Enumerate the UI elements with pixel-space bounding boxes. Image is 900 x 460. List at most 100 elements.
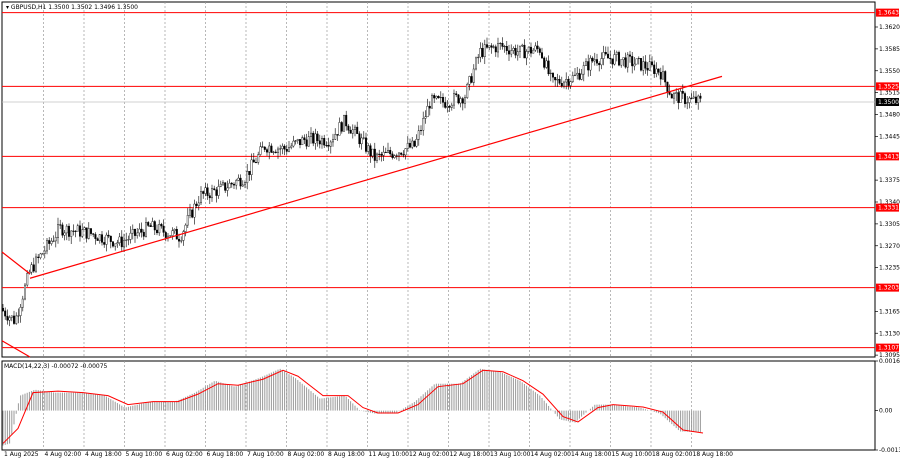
candle-body [288,147,291,152]
candle-body [63,232,66,236]
candle-body [175,228,178,240]
macd-header: MACD(14,22,3) -0.00072 -0.00075 [4,363,108,370]
candle-body [228,182,231,189]
candle-body [497,43,500,53]
candle-body [699,95,702,99]
candle-body [629,54,632,57]
candle-body [4,310,7,317]
candle-body [538,48,541,53]
candle-body [651,61,654,66]
candle-body [67,225,70,237]
candle-body [574,74,577,76]
candle-body [395,155,398,157]
main-panel-frame [1,1,876,358]
candle-body [633,63,636,67]
x-tick-label: 18 Aug 02:00 [652,451,693,458]
candle-body [325,144,328,146]
candle-body [290,145,293,148]
candle-body [607,53,610,59]
candle-body [281,145,284,149]
candle-body [380,153,383,156]
candle-body [263,146,266,150]
candle-body [626,54,629,68]
candle-body [61,224,64,236]
candle-body [118,236,121,243]
candle-body [285,149,288,152]
candle-body [32,264,35,272]
candle-body [210,188,213,199]
candle-body [2,308,5,312]
candle-body [169,235,172,237]
candle-body [653,64,656,74]
candle-body [519,45,522,52]
candle-body [404,148,407,156]
y-tick-label: 1.3340 [879,199,900,206]
candle-body [439,97,442,99]
candle-body [472,68,475,83]
x-tick-label: 14 Aug 18:00 [571,451,612,458]
candle-body [221,182,224,185]
trend-line [1,251,31,275]
candle-body [184,224,187,232]
y-tick-label: 1.3235 [879,265,900,272]
candle-body [398,152,401,157]
candle-body [144,222,147,237]
candle-body [657,68,660,73]
candle-body [642,61,645,71]
candle-body [334,134,337,140]
x-tick-label: 4 Aug 18:00 [85,451,122,458]
macd-signal-line [2,369,704,444]
macd-y-tick-label: -0.00132 [879,447,900,454]
candle-body [477,56,480,59]
candle-body [554,77,557,81]
candle-body [604,52,607,55]
x-tick-label: 11 Aug 10:00 [369,451,410,458]
candle-body [177,238,180,242]
candle-body [417,130,420,140]
candle-body [552,72,555,78]
candle-body [230,182,233,185]
candle-body [195,203,198,206]
candle-body [155,229,158,234]
x-tick-label: 18 Aug 18:00 [693,451,734,458]
y-tick-label: 1.3480 [879,112,900,119]
candle-body [239,177,242,187]
candle-body [6,315,9,321]
candle-body [530,46,533,54]
candle-body [343,114,346,132]
y-tick-label: 1.3620 [879,24,900,31]
y-tick-label: 1.3375 [879,177,900,184]
macd-y-tick-label: 0.00 [879,408,893,415]
level-label: 1.3203 [878,285,899,292]
candle-body [591,57,594,62]
candle-body [30,264,33,273]
candle-body [268,145,271,153]
candle-body [336,134,339,136]
candle-body [202,191,205,194]
candle-body [589,57,592,71]
candle-body [208,195,211,199]
candle-body [105,234,108,245]
candle-body [48,240,51,244]
candle-body [490,45,493,48]
candle-body [637,57,640,60]
candle-body [349,130,352,134]
candle-body [96,238,99,241]
candle-body [12,315,15,324]
x-tick-label: 1 Aug 2025 [4,451,39,458]
candle-body [580,73,583,80]
x-tick-label: 15 Aug 10:00 [612,451,653,458]
candle-body [305,139,308,147]
candle-body [138,228,141,234]
candle-body [19,307,22,316]
candle-body [461,98,464,104]
candle-body [358,133,361,145]
candle-body [618,52,621,66]
candle-body [611,58,614,65]
candle-body [107,234,110,237]
candle-body [481,48,484,57]
candle-body [94,234,97,239]
candle-body [622,57,625,60]
candle-body [92,233,95,235]
